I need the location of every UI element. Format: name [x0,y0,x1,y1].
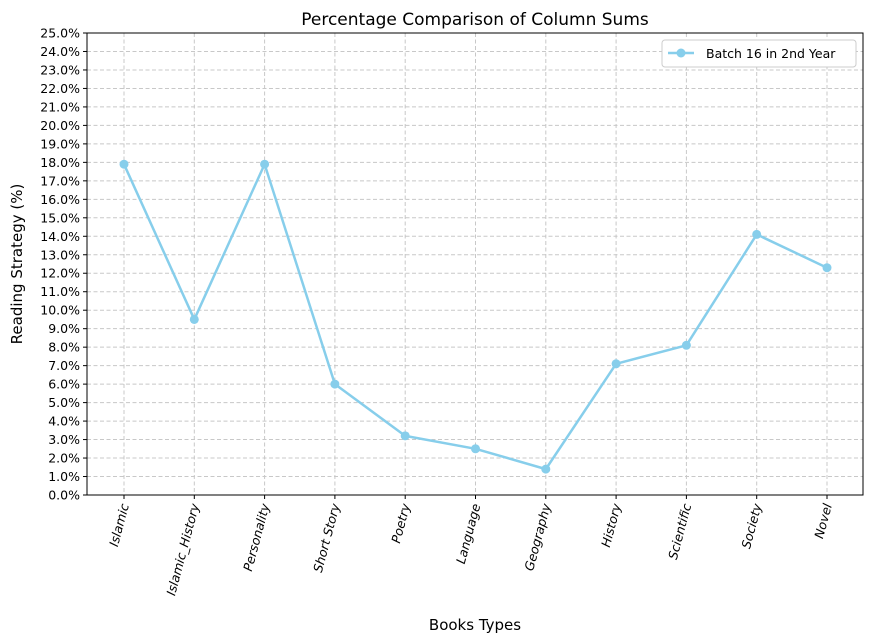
series-layer [119,159,832,474]
x-tick-label: Scientific [665,502,694,561]
x-tick-label: Personality [240,501,273,572]
y-tick-label: 17.0% [40,173,80,188]
y-tick-label: 21.0% [40,99,80,114]
x-axis: Islamic Islamic_History Personality Short S… [106,495,835,597]
y-tick-label: 8.0% [48,340,80,355]
legend-frame [661,39,857,68]
y-tick-label: 12.0% [40,266,80,281]
x-tick-label: Society [738,501,765,550]
x-tick-label: Language [453,502,484,566]
y-tick-label: 15.0% [40,210,80,225]
x-tick-label: Short Story [310,501,343,574]
y-tick-label: 19.0% [40,136,80,151]
y-tick-label: 11.0% [40,284,80,299]
y-tick-label: 0.0% [48,488,80,503]
y-tick-label: 9.0% [48,321,80,336]
y-tick-label: 10.0% [40,303,80,318]
y-tick-label: 18.0% [40,155,80,170]
y-tick-label: 22.0% [40,81,80,96]
x-tick-label: History [598,501,624,548]
legend: Batch 16 in 2nd Year [661,39,857,68]
y-tick-label: 1.0% [48,469,80,484]
y-axis-label: Reading Strategy (%) [8,184,26,345]
legend-marker [676,48,686,58]
x-tick-label: Geography [521,501,554,572]
x-tick-label: Novel [811,501,835,540]
data-point [681,340,691,350]
y-axis: 0.0% 1.0% 2.0% 3.0% 4.0% 5.0% 6.0% 7.0% 8.0% 9.0%… [40,26,87,503]
y-tick-label: 3.0% [48,432,80,447]
legend-label: Batch 16 in 2nd Year [706,46,836,61]
data-point [189,314,199,324]
data-point [260,159,270,169]
x-tick-label: Islamic [106,502,132,548]
data-point [400,431,410,441]
y-tick-label: 24.0% [40,44,80,59]
data-point [752,229,762,239]
y-tick-label: 2.0% [48,451,80,466]
y-tick-label: 7.0% [48,358,80,373]
data-point [822,263,832,273]
chart-title: Percentage Comparison of Column Sums [301,10,649,30]
y-tick-label: 13.0% [40,247,80,262]
x-tick-label: Islamic_History [163,501,202,597]
x-tick-label: Poetry [388,501,413,544]
data-point [541,464,551,474]
y-tick-label: 23.0% [40,62,80,77]
y-tick-label: 25.0% [40,26,80,41]
y-tick-label: 14.0% [40,229,80,244]
y-tick-label: 6.0% [48,377,80,392]
data-point [611,359,621,369]
y-tick-label: 16.0% [40,192,80,207]
y-tick-label: 20.0% [40,118,80,133]
data-point [119,159,129,169]
data-point [330,379,340,389]
plot-frame [86,32,864,496]
x-axis-label: Books Types [429,616,521,634]
y-tick-label: 4.0% [48,414,80,429]
y-tick-label: 5.0% [48,395,80,410]
data-point [471,444,480,454]
grid [87,32,863,496]
